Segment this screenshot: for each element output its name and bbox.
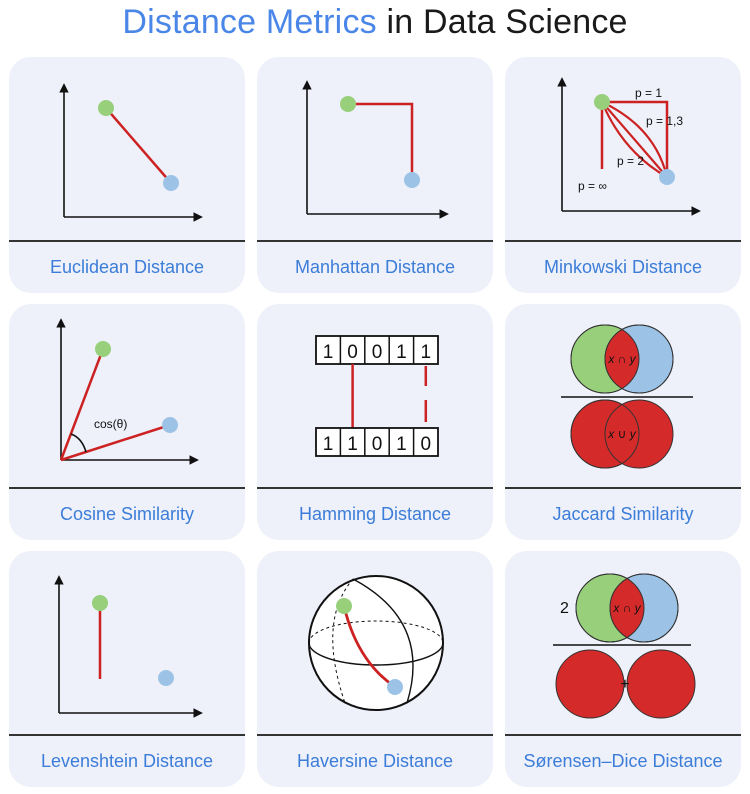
distance-path xyxy=(348,102,414,180)
green-point xyxy=(98,100,114,116)
plus-sign: + xyxy=(620,676,629,693)
card-divider xyxy=(505,487,741,489)
label-pinf: p = ∞ xyxy=(578,179,607,193)
top-bit: 1 xyxy=(421,342,432,363)
green-point xyxy=(92,595,108,611)
bottom-bit: 1 xyxy=(347,434,358,455)
card-label: Manhattan Distance xyxy=(294,256,456,277)
bottom-bit: 1 xyxy=(323,434,334,455)
distance-line xyxy=(105,107,172,184)
top-bit: 0 xyxy=(347,342,358,363)
green-point xyxy=(336,598,352,614)
card-cosine: cos(θ) Cosine Similarity xyxy=(9,304,245,540)
intersection-region xyxy=(605,325,639,393)
label-p1: p = 1 xyxy=(635,86,662,100)
blue-point xyxy=(404,172,420,188)
blue-point xyxy=(158,670,174,686)
card-divider xyxy=(9,734,245,736)
top-bits-box xyxy=(315,335,439,365)
intersection-label: x ∩ y xyxy=(612,601,641,615)
meridian-back xyxy=(332,578,354,704)
card-divider xyxy=(257,734,493,736)
label-p13: p = 1,3 xyxy=(646,114,683,128)
bottom-bit: 0 xyxy=(421,434,432,455)
top-bit: 0 xyxy=(372,342,383,363)
card-label: Haversine Distance xyxy=(296,750,454,771)
hamming-diagram: 1 0 0 1 1 1 1 0 1 0 xyxy=(315,335,439,457)
card-sorensen-dice: 2 x ∩ y + Sørensen–Dice Distance xyxy=(505,551,741,787)
set-x-full xyxy=(555,649,625,719)
manhattan-diagram xyxy=(302,80,449,219)
green-point xyxy=(95,341,111,357)
card-minkowski: p = 1 p = 1,3 p = 2 p = ∞ Minkowski Dist… xyxy=(505,57,741,293)
title-accent: Distance Metrics xyxy=(122,3,377,41)
intersection-region xyxy=(610,574,644,642)
coefficient: 2 xyxy=(560,600,569,617)
card-haversine: Haversine Distance xyxy=(257,551,493,787)
card-label: Cosine Similarity xyxy=(59,503,195,524)
page-title: Distance Metrics in Data Science xyxy=(0,2,750,42)
cosine-diagram: cos(θ) xyxy=(56,318,199,465)
blue-point xyxy=(163,175,179,191)
p13-curve xyxy=(601,101,669,178)
green-point xyxy=(594,94,610,110)
levenshtein-diagram xyxy=(54,575,203,718)
card-levenshtein: Levenshtein Distance xyxy=(9,551,245,787)
card-label: Sørensen–Dice Distance xyxy=(523,750,723,771)
top-bit: 1 xyxy=(323,342,334,363)
bottom-bit: 1 xyxy=(396,434,407,455)
label-p2: p = 2 xyxy=(617,154,644,168)
vector-b xyxy=(60,423,171,462)
bottom-bit: 0 xyxy=(372,434,383,455)
angle-arc xyxy=(70,433,87,453)
blue-point xyxy=(387,679,403,695)
great-circle-arc xyxy=(342,605,396,689)
title-rest: in Data Science xyxy=(376,3,628,41)
vector-a xyxy=(59,348,105,461)
p2-curve xyxy=(600,101,668,178)
sorensen-dice-diagram: 2 x ∩ y + xyxy=(553,573,696,719)
set-y-full xyxy=(626,649,696,719)
card-divider xyxy=(505,734,741,736)
card-euclidean: Euclidean Distance xyxy=(9,57,245,293)
card-jaccard: x ∩ y x ∪ y Jaccard Similarity xyxy=(505,304,741,540)
meridian xyxy=(352,578,414,704)
union-label: x ∪ y xyxy=(607,427,636,441)
card-hamming: 1 0 0 1 1 1 1 0 1 0 Hamming Distance xyxy=(257,304,493,540)
card-label: Jaccard Similarity xyxy=(552,503,694,524)
card-manhattan: Manhattan Distance xyxy=(257,57,493,293)
jaccard-diagram: x ∩ y x ∪ y xyxy=(561,324,693,469)
bottom-bits-box xyxy=(315,427,439,457)
card-divider xyxy=(9,240,245,242)
blue-point xyxy=(162,417,178,433)
card-divider xyxy=(9,487,245,489)
equator-back xyxy=(308,620,444,644)
sphere xyxy=(308,575,444,711)
card-divider xyxy=(257,240,493,242)
card-label: Hamming Distance xyxy=(298,503,452,524)
card-label: Euclidean Distance xyxy=(49,256,205,277)
haversine-diagram xyxy=(308,575,444,711)
card-divider xyxy=(257,487,493,489)
top-bit: 1 xyxy=(396,342,407,363)
intersection-label: x ∩ y xyxy=(607,352,636,366)
p-diagonal xyxy=(601,101,668,178)
equator-front xyxy=(308,642,444,666)
card-label: Levenshtein Distance xyxy=(40,750,214,771)
p1-path xyxy=(602,100,669,177)
minkowski-diagram: p = 1 p = 1,3 p = 2 p = ∞ xyxy=(557,77,701,216)
card-label: Minkowski Distance xyxy=(543,256,703,277)
blue-point xyxy=(659,169,675,185)
cos-label: cos(θ) xyxy=(94,417,127,431)
green-point xyxy=(340,96,356,112)
euclidean-diagram xyxy=(59,83,203,222)
card-divider xyxy=(505,240,741,242)
